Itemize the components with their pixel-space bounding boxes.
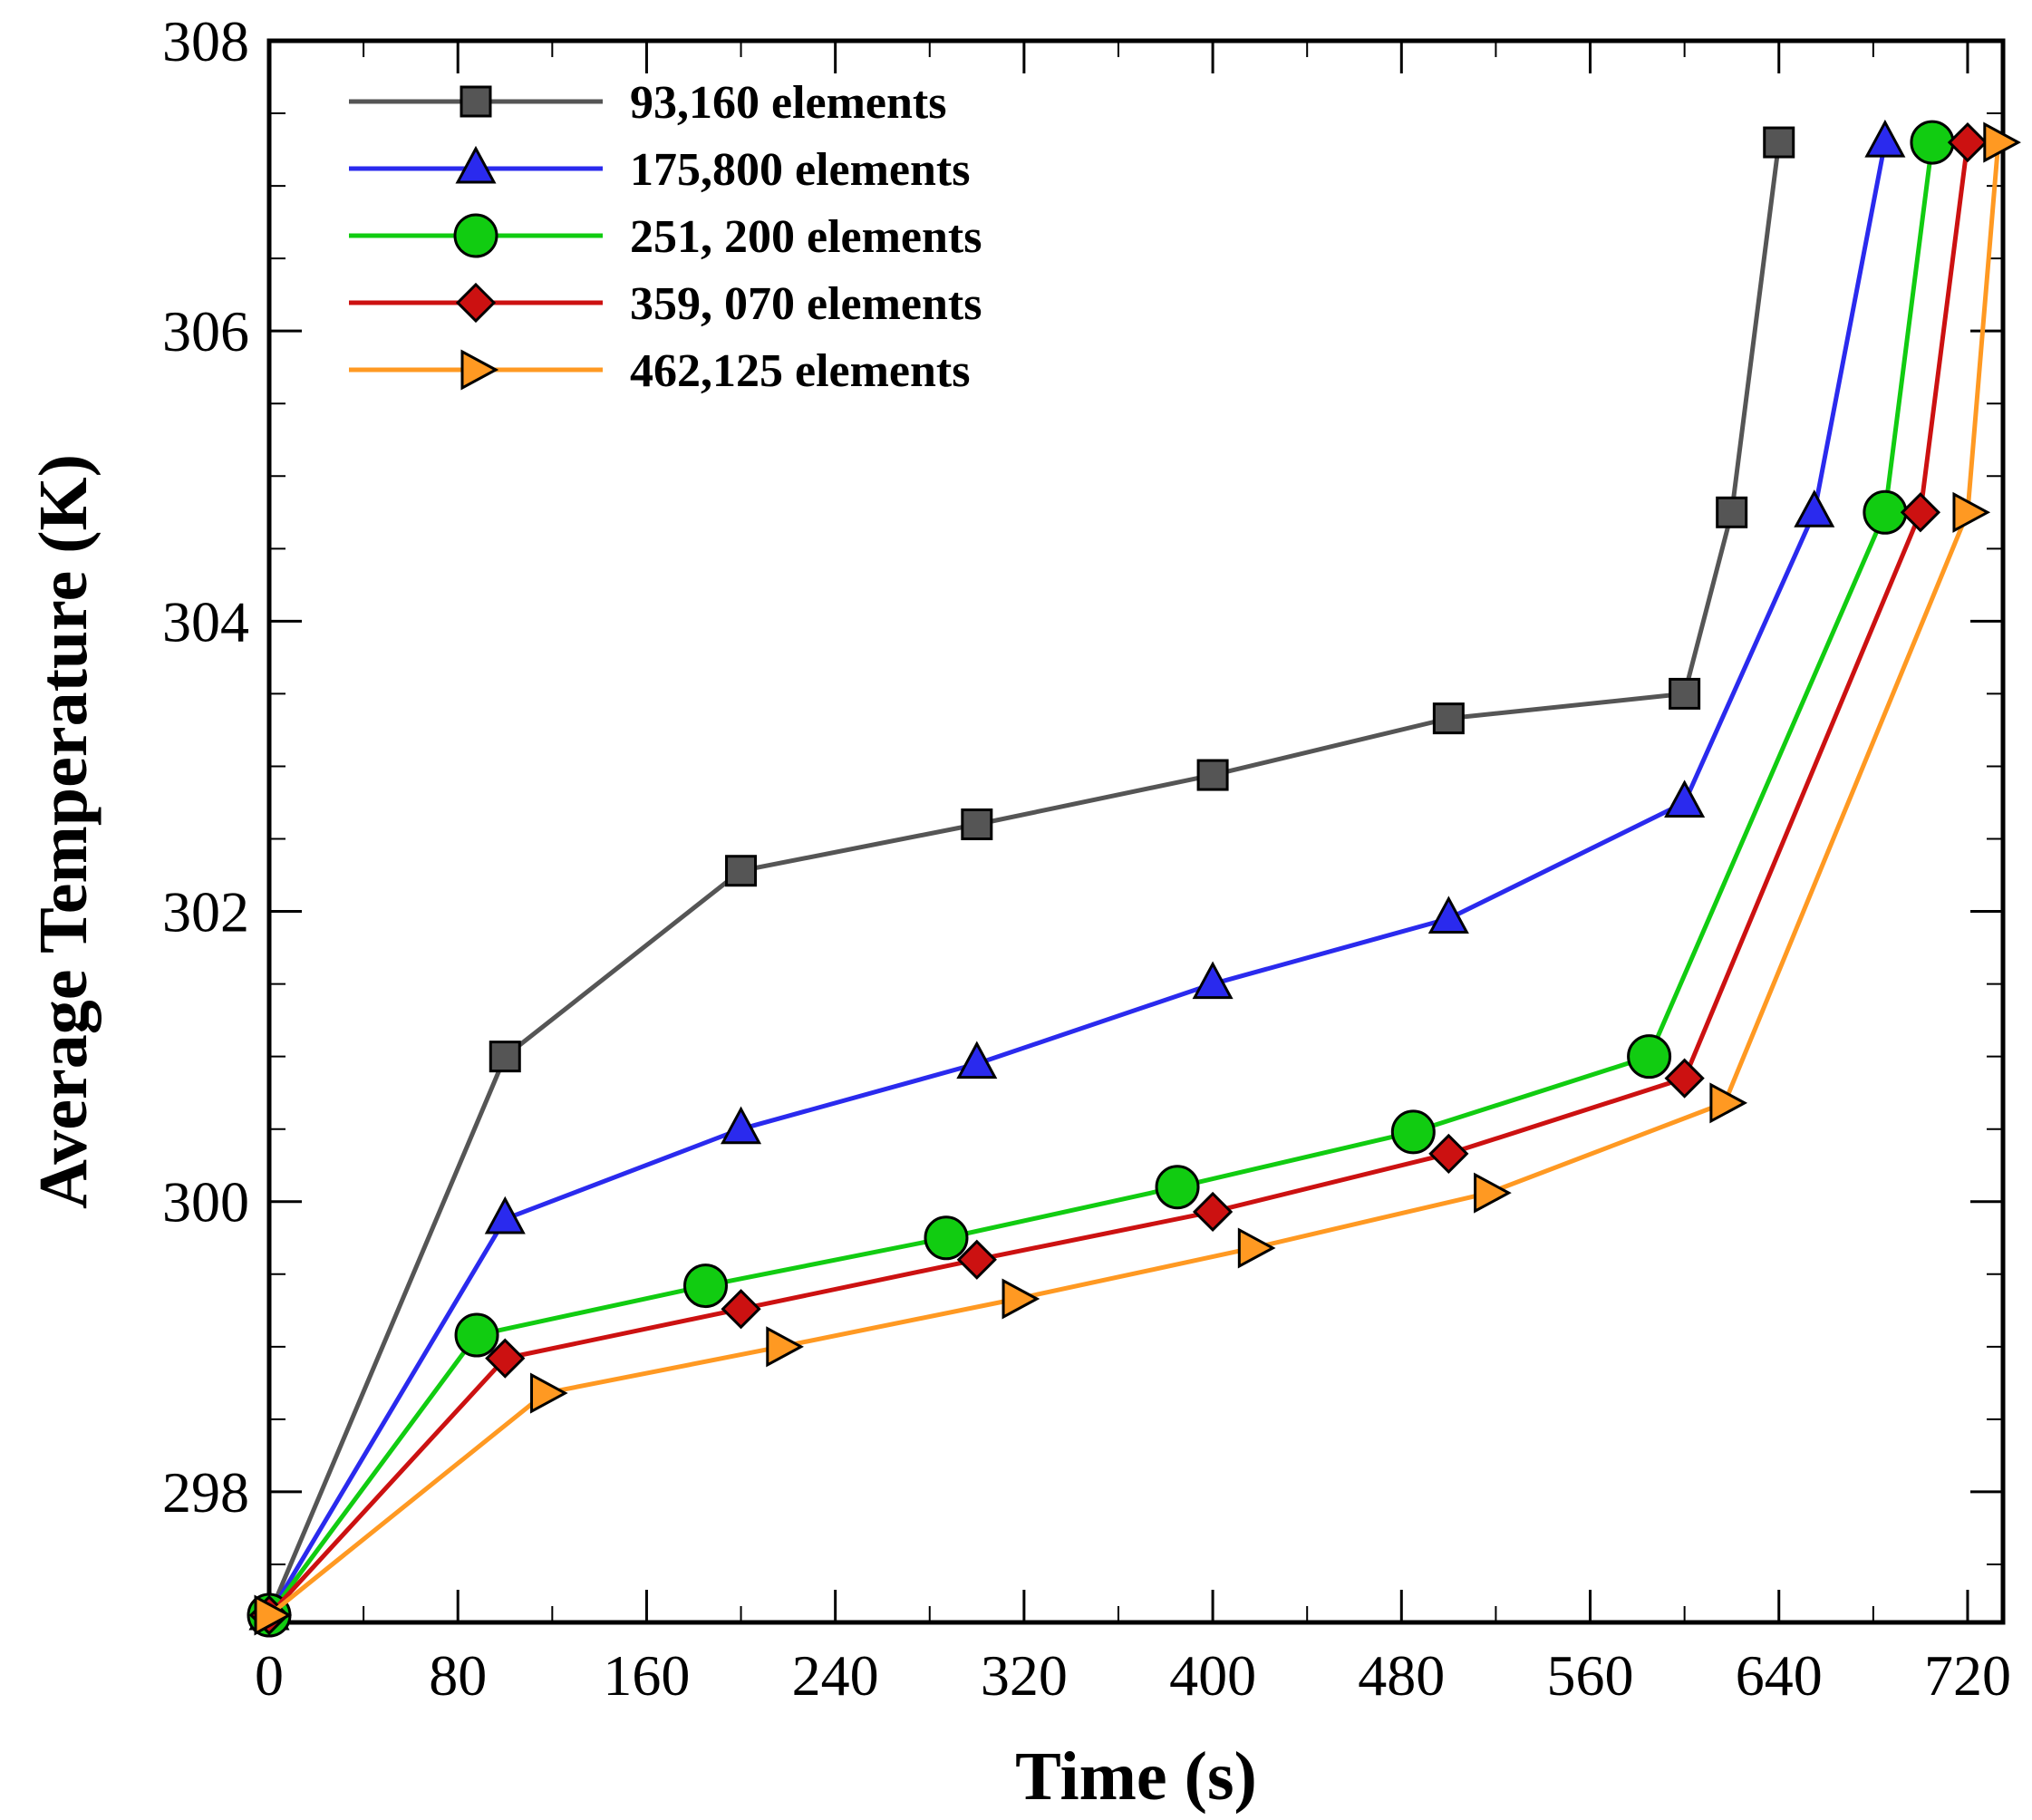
series-5-line — [267, 141, 2001, 1617]
series-5-point — [1952, 491, 1991, 533]
series-1-point — [1432, 702, 1465, 735]
y-tick-label: 298 — [162, 1460, 249, 1525]
series-4-point — [956, 1239, 997, 1280]
series-5-point — [766, 1326, 804, 1368]
series-2 — [248, 119, 1906, 1631]
y-tick-label: 300 — [162, 1170, 249, 1234]
series-4-point — [1428, 1133, 1469, 1175]
series-2-point — [1794, 489, 1835, 528]
series-1-point — [1763, 126, 1795, 159]
series-5-point — [1474, 1172, 1512, 1214]
legend-marker-5 — [460, 349, 499, 391]
axis-ticks: 0 80 160 240 320 400 480 560 640 720 298 300 302 304 3… — [162, 9, 2011, 1708]
legend-marker-3 — [453, 213, 498, 258]
legend-label-1: 93,160 elements — [630, 77, 946, 129]
series-2-point — [721, 1106, 762, 1145]
legend-marker-2 — [455, 145, 497, 184]
series-2-point — [1864, 119, 1906, 158]
x-tick-label: 160 — [603, 1643, 690, 1708]
x-tick-label: 80 — [429, 1643, 487, 1708]
x-tick-label: 560 — [1547, 1643, 1634, 1708]
series-3-point — [1910, 120, 1955, 165]
legend-label-2: 175,800 elements — [630, 144, 970, 196]
series-3-point — [1155, 1165, 1200, 1210]
legend-marker-1 — [460, 85, 492, 118]
series-1-point — [725, 855, 758, 887]
legend-marker-4 — [455, 282, 497, 324]
series-group — [247, 119, 2021, 1638]
series-1-line — [266, 141, 1782, 1616]
x-tick-label: 320 — [981, 1643, 1068, 1708]
series-4-point — [721, 1289, 761, 1330]
series-5-point — [530, 1372, 568, 1414]
y-tick-label: 302 — [162, 880, 249, 944]
series-3-point — [683, 1263, 729, 1309]
x-tick-label: 640 — [1736, 1643, 1823, 1708]
legend-label-5: 462,125 elements — [630, 345, 970, 397]
series-5 — [254, 121, 2021, 1636]
series-3-point — [1627, 1034, 1672, 1079]
series-2-point — [956, 1041, 998, 1079]
y-tick-label: 304 — [162, 589, 249, 653]
legend-label-3: 251, 200 elements — [630, 211, 982, 263]
series-1-point — [961, 808, 993, 840]
series-3 — [247, 120, 1955, 1638]
series-3-point — [924, 1215, 969, 1261]
series-3-point — [1390, 1109, 1436, 1155]
series-4-point — [1900, 492, 1941, 533]
series-1-point — [1669, 677, 1701, 710]
series-4-point — [1192, 1191, 1234, 1233]
legend: 93,160 elements 175,800 elements 251, 200 … — [349, 77, 982, 397]
series-2-line — [266, 141, 1888, 1617]
series-5-point — [1709, 1082, 1748, 1124]
series-1-point — [1716, 496, 1748, 528]
series-3-point — [454, 1312, 499, 1358]
series-4-point — [1664, 1058, 1705, 1099]
x-tick-label: 0 — [255, 1643, 284, 1708]
series-4-line — [267, 141, 1970, 1617]
plot-area-border — [266, 38, 2006, 1625]
x-tick-label: 400 — [1169, 1643, 1256, 1708]
series-1-point — [1196, 759, 1229, 791]
y-axis-title: Average Temperature (K) — [25, 454, 102, 1209]
legend-label-4: 359, 070 elements — [630, 278, 982, 330]
y-tick-label: 308 — [162, 9, 249, 73]
series-2-point — [1427, 895, 1469, 934]
series-5-point — [1237, 1227, 1276, 1269]
y-tick-label: 306 — [162, 299, 249, 363]
series-2-point — [484, 1196, 526, 1234]
series-5-point — [1001, 1278, 1040, 1320]
x-tick-label: 240 — [792, 1643, 879, 1708]
plot-frame — [266, 38, 2006, 1625]
x-tick-label: 480 — [1358, 1643, 1445, 1708]
series-3-line — [266, 141, 1935, 1617]
x-axis-title: Time (s) — [1015, 1738, 1257, 1815]
series-2-point — [1192, 961, 1234, 1000]
series-5-point — [1983, 121, 2021, 163]
series-4-point — [485, 1338, 526, 1379]
series-3-point — [1863, 489, 1908, 535]
series-2-point — [1664, 779, 1706, 818]
series-4-point — [1947, 121, 1988, 163]
series-5-point — [254, 1594, 293, 1636]
series-1-point — [489, 1041, 521, 1073]
x-tick-label: 720 — [1924, 1643, 2011, 1708]
series-1 — [253, 126, 1795, 1631]
